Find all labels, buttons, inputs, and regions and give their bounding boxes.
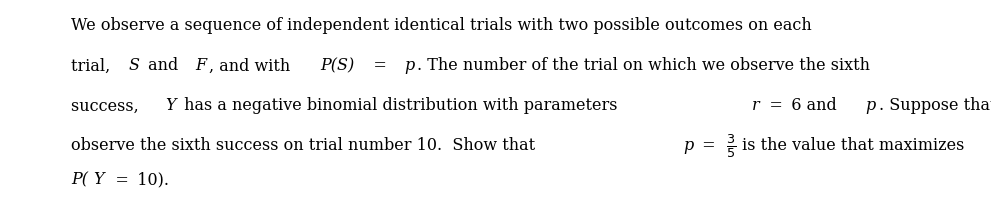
Text: is the value that maximizes: is the value that maximizes — [737, 138, 964, 154]
Text: F: F — [195, 58, 206, 74]
Text: P(S): P(S) — [321, 58, 355, 74]
Text: =  6 and: = 6 and — [761, 98, 842, 114]
Text: S: S — [129, 58, 140, 74]
Text: and: and — [143, 58, 183, 74]
Text: p: p — [684, 138, 694, 154]
Text: =  10).: = 10). — [107, 171, 169, 188]
Text: We observe a sequence of independent identical trials with two possible outcomes: We observe a sequence of independent ide… — [71, 18, 812, 34]
Text: r: r — [751, 98, 759, 114]
Text: has a negative binomial distribution with parameters: has a negative binomial distribution wit… — [179, 98, 622, 114]
Text: p: p — [866, 98, 876, 114]
Text: P(: P( — [71, 171, 88, 188]
Text: Y: Y — [165, 98, 176, 114]
Text: . The number of the trial on which we observe the sixth: . The number of the trial on which we ob… — [417, 58, 870, 74]
Text: , and with: , and with — [209, 58, 295, 74]
Text: =: = — [365, 58, 395, 74]
Text: observe the sixth success on trial number 10.  Show that: observe the sixth success on trial numbe… — [71, 138, 546, 154]
Text: . Suppose that we: . Suppose that we — [879, 98, 991, 114]
Text: success,: success, — [71, 98, 145, 114]
Text: trial,: trial, — [71, 58, 116, 74]
Text: =: = — [697, 138, 716, 154]
Text: p: p — [404, 58, 414, 74]
Text: $\frac{3}{5}$: $\frac{3}{5}$ — [725, 132, 736, 160]
Text: Y: Y — [93, 171, 104, 188]
